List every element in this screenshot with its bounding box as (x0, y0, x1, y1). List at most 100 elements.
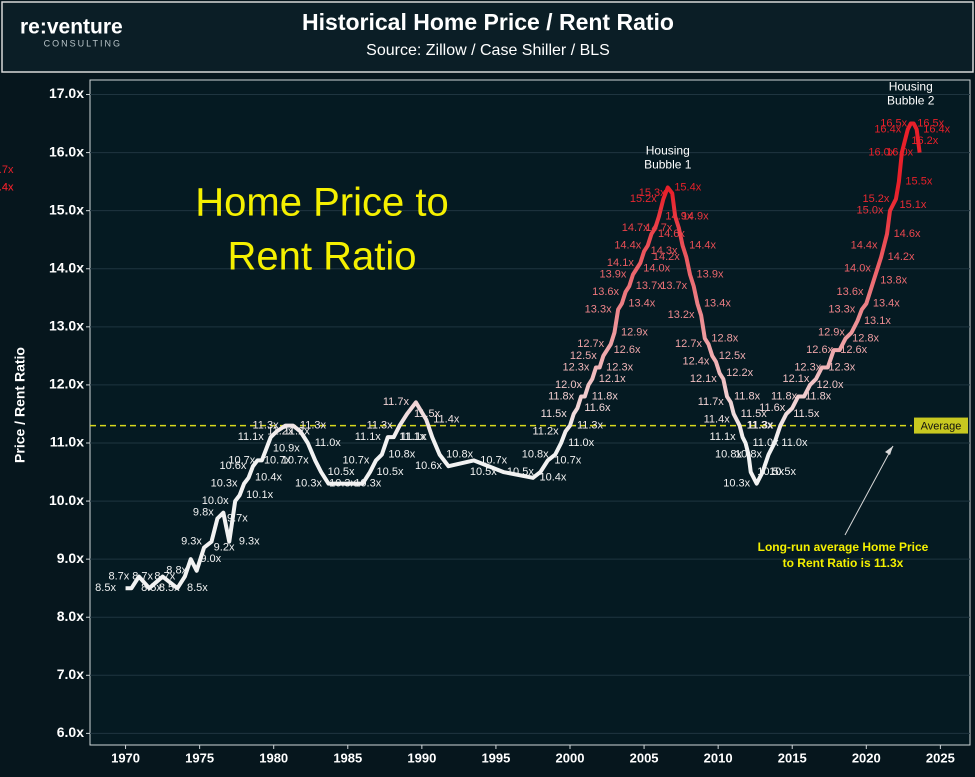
data-label: 10.8x (522, 449, 549, 461)
data-label: 11.7x (698, 396, 725, 408)
data-label: 11.2x (284, 425, 311, 437)
data-label: 10.9x (273, 443, 300, 455)
data-label: 12.3x (828, 361, 855, 373)
y-tick-label: 17.0x (49, 85, 84, 101)
data-label: 11.0x (753, 437, 780, 449)
y-tick-label: 10.0x (49, 492, 84, 508)
data-label: 10.8x (735, 449, 762, 461)
average-tag (914, 417, 968, 434)
logo-sub: CONSULTING (44, 38, 122, 48)
y-tick-label: 7.0x (57, 666, 84, 682)
data-label: 15.7x (0, 164, 14, 176)
data-label: 9.2x (214, 541, 235, 553)
data-label: 14.4x (614, 239, 641, 251)
data-label: 15.2x (630, 193, 657, 205)
data-label: 14.3x (651, 245, 678, 257)
x-tick-label: 1975 (185, 750, 214, 765)
header (1, 1, 974, 73)
data-label: 12.3x (562, 361, 589, 373)
data-label: 9.3x (239, 536, 260, 548)
data-label: 14.9x (665, 210, 692, 222)
y-tick-label: 11.0x (50, 434, 84, 450)
x-tick-label: 1995 (481, 750, 510, 765)
note-arrowhead (885, 446, 893, 455)
data-label: 14.2x (653, 251, 680, 263)
data-label: 11.3x (253, 419, 280, 431)
data-label: 13.3x (585, 303, 612, 315)
data-label: 13.7x (660, 280, 687, 292)
data-label: 8.7x (108, 570, 129, 582)
data-label: 15.4x (0, 181, 14, 193)
data-label: 13.6x (837, 286, 864, 298)
data-label: 10.5x (757, 466, 784, 478)
data-label: 14.6x (894, 228, 921, 240)
data-label: 10.3x (329, 478, 356, 490)
data-label: 12.1x (782, 373, 809, 385)
data-label: 11.0x (781, 437, 808, 449)
data-label: 10.4x (540, 472, 567, 484)
average-label: Average (921, 420, 962, 432)
data-label: 16.4x (874, 123, 901, 135)
data-label: 11.1x (238, 431, 265, 443)
data-label: 14.9x (682, 210, 709, 222)
data-label: 14.0x (844, 263, 871, 275)
data-label: 10.1x (246, 489, 273, 501)
data-label: 10.5x (507, 466, 534, 478)
note-arrow (844, 445, 894, 536)
data-label: 11.3x (747, 419, 774, 431)
data-label: 16.0x (868, 147, 895, 159)
data-label: 12.8x (711, 332, 738, 344)
data-label: 10.7x (480, 454, 507, 466)
data-label: 10.7x (282, 454, 309, 466)
y-tick-label: 12.0x (49, 376, 84, 392)
data-label: 12.1x (599, 373, 626, 385)
data-label: 10.3x (295, 478, 322, 490)
data-label: 11.1x (355, 431, 382, 443)
data-label: 12.5x (719, 350, 746, 362)
bubble-label: Housing (889, 80, 933, 94)
x-tick-label: 1980 (259, 750, 288, 765)
data-label: 15.3x (639, 187, 666, 199)
x-tick-label: 2025 (926, 750, 955, 765)
data-label: 12.6x (806, 344, 833, 356)
data-label: 10.5x (769, 466, 796, 478)
x-tick-label: 2010 (704, 750, 733, 765)
data-label: 10.4x (255, 472, 282, 484)
data-label: 11.5x (741, 408, 768, 420)
average-note: Long-run average Home Price (758, 540, 929, 554)
data-label: 12.0x (555, 379, 582, 391)
data-label: 11.4x (704, 414, 731, 426)
ratio-line (125, 121, 922, 591)
data-label: 10.3x (354, 478, 381, 490)
data-label: 14.4x (851, 239, 878, 251)
heading: Rent Ratio (228, 235, 417, 279)
chart-title: Historical Home Price / Rent Ratio (302, 9, 674, 35)
data-label: 13.3x (828, 303, 855, 315)
data-label: 10.6x (220, 460, 247, 472)
data-label: 11.3x (747, 419, 774, 431)
bubble-label: Housing (646, 144, 690, 158)
data-label: 12.8x (852, 332, 879, 344)
data-label: 13.2x (668, 309, 695, 321)
y-tick-label: 6.0x (57, 724, 84, 740)
data-label: 11.8x (805, 390, 832, 402)
x-tick-label: 2005 (630, 750, 659, 765)
data-label: 11.8x (734, 390, 761, 402)
data-label: 8.5x (95, 582, 116, 594)
heading: Home Price to (195, 181, 448, 225)
data-label: 12.0x (817, 379, 844, 391)
data-label: 10.8x (715, 449, 742, 461)
data-label: 10.8x (388, 449, 415, 461)
data-label: 8.7x (154, 570, 175, 582)
data-label: 16.4x (923, 123, 950, 135)
data-label: 14.0x (643, 263, 670, 275)
data-label: 14.2x (888, 251, 915, 263)
x-tick-label: 2015 (778, 750, 807, 765)
data-label: 10.5x (470, 466, 497, 478)
data-label: 15.5x (905, 176, 932, 188)
bubble-label: Bubble 2 (887, 94, 935, 108)
data-label: 11.6x (759, 402, 786, 414)
data-label: 11.0x (568, 437, 595, 449)
data-label: 10.7x (554, 454, 581, 466)
